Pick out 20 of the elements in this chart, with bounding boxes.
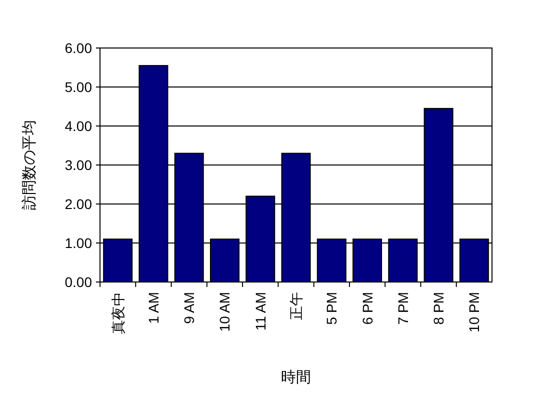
x-tick-label: 9 AM	[181, 292, 198, 324]
y-tick-label: 3.00	[64, 157, 92, 173]
x-tick-label: 5 PM	[324, 292, 340, 325]
x-tick-label: 7 PM	[394, 292, 411, 325]
x-tick-label: 真夜中	[110, 292, 126, 334]
y-tick-label: 1.00	[64, 235, 92, 251]
x-tick-label: 6 PM	[359, 292, 376, 325]
x-axis-title: 時間	[281, 369, 311, 386]
x-tick-label: 10 PM	[466, 292, 482, 332]
y-tick-label: 4.00	[64, 118, 92, 134]
y-tick-label: 2.00	[64, 196, 92, 212]
x-tick-label: 正午	[288, 292, 304, 320]
x-tick-label: 11 AM	[252, 292, 268, 331]
x-tick-label: 1 AM	[145, 292, 162, 324]
x-tick-label: 10 AM	[216, 292, 233, 332]
y-tick-label: 5.00	[64, 79, 92, 95]
y-tick-label: 6.00	[64, 40, 92, 56]
x-tick-label: 8 PM	[430, 292, 447, 325]
y-axis-title: 訪問数の平均	[21, 120, 38, 210]
y-tick-label: 0.00	[64, 274, 92, 290]
